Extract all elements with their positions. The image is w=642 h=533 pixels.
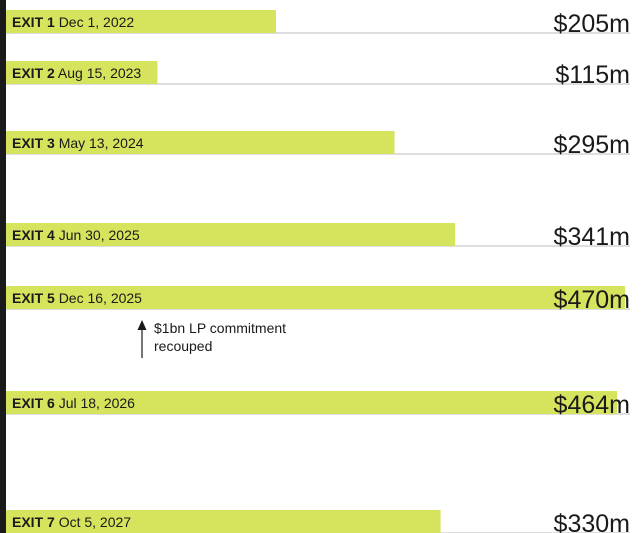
bar xyxy=(6,223,456,246)
exit-date: Oct 5, 2027 xyxy=(59,514,132,530)
exit-date: Dec 16, 2025 xyxy=(59,290,142,306)
annotation-text: $1bn LP commitment xyxy=(154,320,286,336)
annotation-text: recouped xyxy=(154,338,212,354)
annotation-arrowhead xyxy=(137,320,147,330)
bar xyxy=(6,510,441,533)
bar xyxy=(6,391,618,414)
left-rule xyxy=(0,0,6,533)
bar-label: EXIT 1 Dec 1, 2022 xyxy=(12,14,134,30)
value-label: $330m xyxy=(554,510,630,533)
bar-label: EXIT 7 Oct 5, 2027 xyxy=(12,514,131,530)
exit-name: EXIT 1 xyxy=(12,14,55,30)
exit-date: Jun 30, 2025 xyxy=(59,227,140,243)
bar xyxy=(6,61,158,84)
exit-name: EXIT 4 xyxy=(12,227,55,243)
exit-date: Aug 15, 2023 xyxy=(58,65,142,81)
exit-name: EXIT 5 xyxy=(12,290,55,306)
exit-date: Dec 1, 2022 xyxy=(59,14,135,30)
value-label: $464m xyxy=(554,391,630,419)
value-label: $341m xyxy=(554,223,630,251)
bar-label: EXIT 5 Dec 16, 2025 xyxy=(12,290,142,306)
exit-name: EXIT 6 xyxy=(12,395,55,411)
value-label: $295m xyxy=(554,131,630,159)
exit-name: EXIT 3 xyxy=(12,135,55,151)
exit-date: May 13, 2024 xyxy=(59,135,144,151)
exit-date: Jul 18, 2026 xyxy=(59,395,135,411)
bar xyxy=(6,10,276,33)
value-label: $205m xyxy=(554,10,630,38)
bar-label: EXIT 4 Jun 30, 2025 xyxy=(12,227,140,243)
bar xyxy=(6,286,625,309)
exit-name: EXIT 7 xyxy=(12,514,55,530)
value-label: $470m xyxy=(554,286,630,314)
bar-label: EXIT 3 May 13, 2024 xyxy=(12,135,144,151)
bar xyxy=(6,131,395,154)
bar-label: EXIT 2 Aug 15, 2023 xyxy=(12,65,141,81)
exit-name: EXIT 2 xyxy=(12,65,55,81)
value-label: $115m xyxy=(555,61,630,89)
bar-label: EXIT 6 Jul 18, 2026 xyxy=(12,395,135,411)
annotation: $1bn LP commitment recouped xyxy=(137,320,286,358)
